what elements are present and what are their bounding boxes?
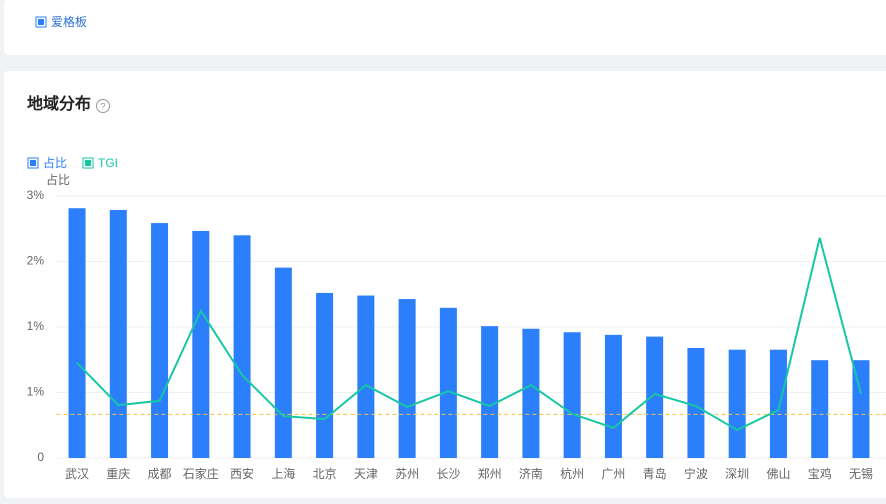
x-tick-label: 上海 <box>271 466 295 481</box>
x-tick-label: 佛山 <box>766 467 790 481</box>
legend-icon-fill <box>30 160 36 166</box>
x-tick-label: 苏州 <box>395 467 419 481</box>
y-tick-label: 2% <box>27 254 45 268</box>
legend-label[interactable]: TGI <box>98 156 118 170</box>
y-tick-label: 0 <box>37 450 44 464</box>
bar <box>274 267 292 458</box>
x-tick-label: 西安 <box>230 466 254 481</box>
bar <box>398 299 416 458</box>
legend-icon-fill <box>85 160 91 166</box>
x-tick-label: 北京 <box>313 467 337 481</box>
top-card <box>4 0 886 55</box>
help-icon-mark: ? <box>100 101 105 111</box>
x-tick-label: 宁波 <box>684 466 708 481</box>
legend-label[interactable]: 占比 <box>43 155 67 170</box>
bar <box>481 326 499 458</box>
bar <box>316 292 334 458</box>
bar <box>728 349 746 458</box>
x-tick-label: 武汉 <box>65 467 89 481</box>
y-axis-label: 占比 <box>46 172 70 187</box>
x-tick-label: 天津 <box>354 467 378 481</box>
bar <box>68 208 86 458</box>
x-tick-label: 青岛 <box>643 466 667 481</box>
x-tick-label: 广州 <box>601 467 625 481</box>
bar <box>192 230 210 458</box>
x-tick-label: 长沙 <box>436 467 460 481</box>
x-tick-label: 深圳 <box>725 467 749 481</box>
x-tick-label: 郑州 <box>478 466 502 481</box>
bar <box>233 235 251 458</box>
bar <box>109 209 127 458</box>
legend-label[interactable]: 爱格板 <box>51 14 87 29</box>
y-tick-label: 1% <box>27 319 45 333</box>
bar <box>357 295 375 458</box>
bar <box>604 334 622 458</box>
x-tick-label: 济南 <box>519 466 543 481</box>
tgi-line <box>76 237 862 432</box>
x-tick-label: 重庆 <box>106 467 130 481</box>
chart-title: 地域分布 <box>27 94 91 113</box>
legend-icon-fill <box>38 19 44 25</box>
bar <box>522 328 540 458</box>
bar <box>439 307 457 458</box>
bar <box>646 336 664 458</box>
x-tick-label: 宝鸡 <box>808 466 832 481</box>
bar <box>852 360 870 458</box>
bar <box>687 347 705 458</box>
x-tick-label: 石家庄 <box>183 466 219 481</box>
y-tick-label: 1% <box>27 385 45 399</box>
chart-card <box>4 71 886 498</box>
help-icon[interactable] <box>96 99 110 113</box>
bar <box>769 349 787 458</box>
x-tick-label: 无锡 <box>849 466 873 481</box>
x-tick-label: 杭州 <box>560 466 584 481</box>
bar <box>563 332 581 458</box>
y-tick-label: 3% <box>27 188 45 202</box>
bar <box>811 360 829 458</box>
bar <box>151 223 169 458</box>
x-tick-label: 成都 <box>148 467 172 481</box>
